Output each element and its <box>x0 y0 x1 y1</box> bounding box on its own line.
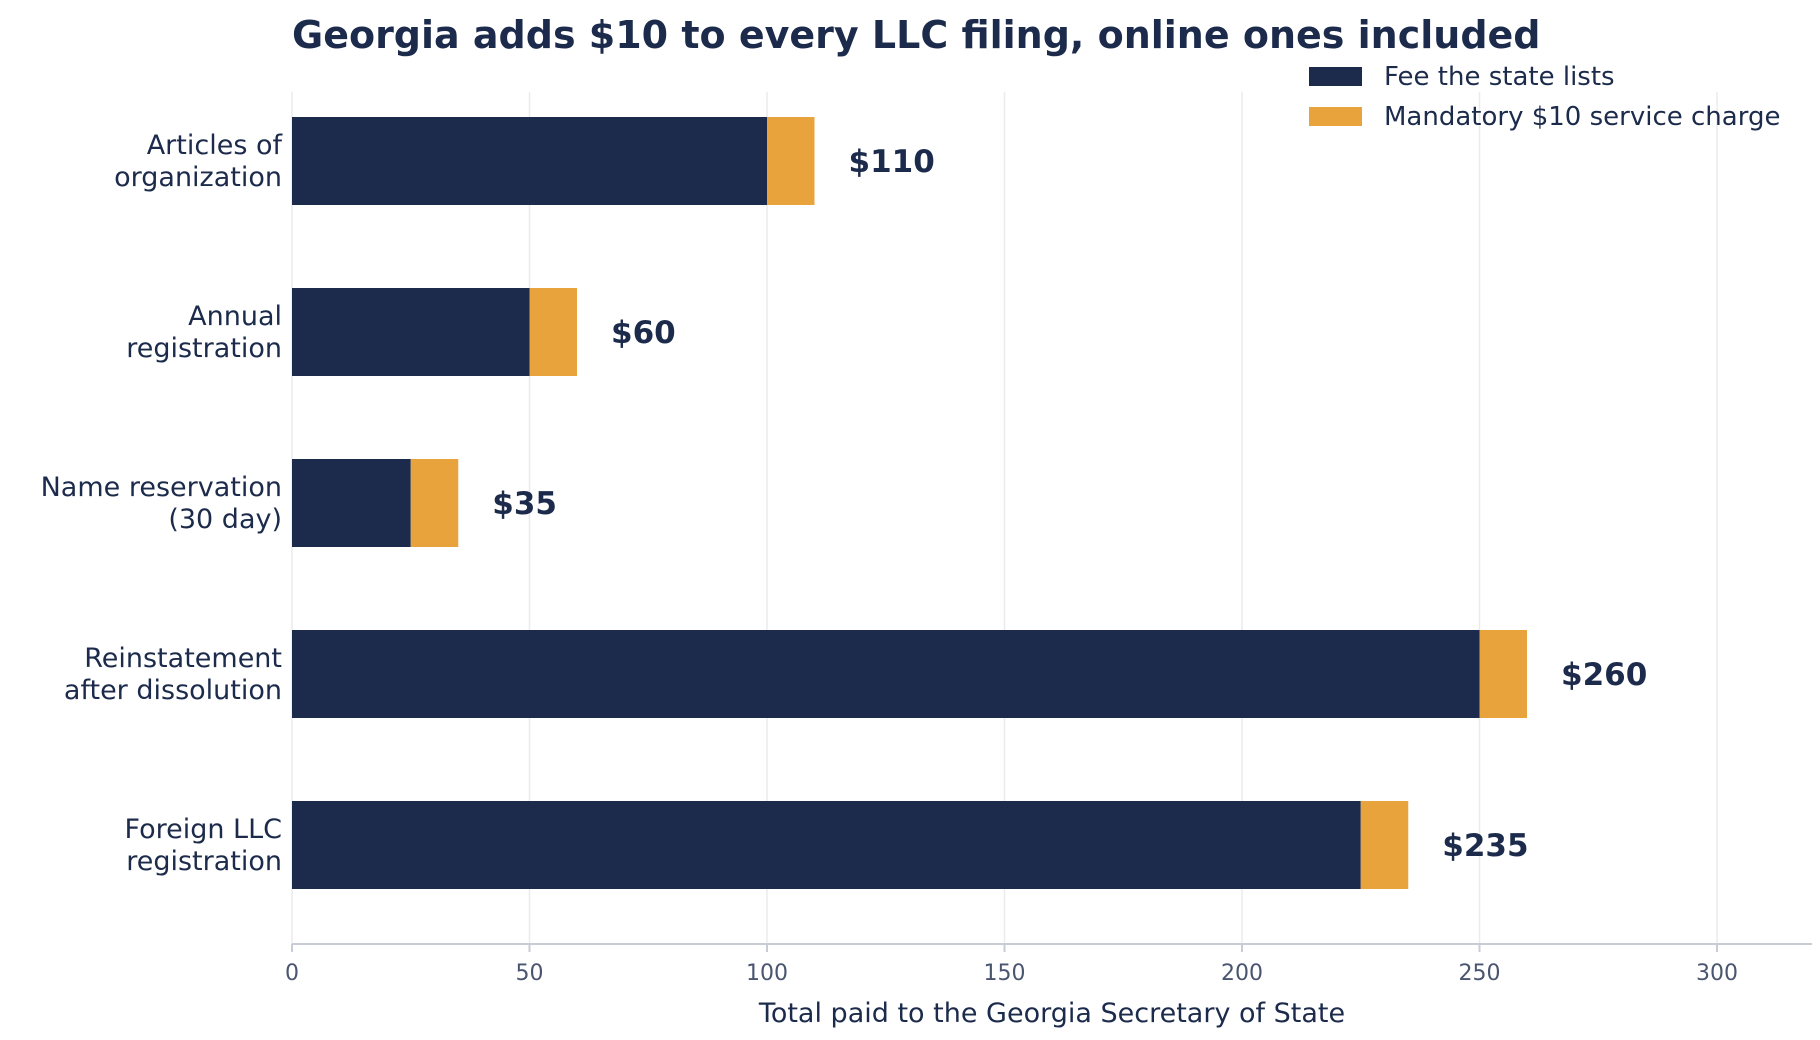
category-label-1-line-0: Annual <box>188 301 282 332</box>
category-label-3: Reinstatement after dissolution <box>64 643 282 706</box>
x-tick-label-1: 50 <box>516 961 544 986</box>
x-tick-label-4: 200 <box>1221 961 1263 986</box>
x-tick-label-3: 150 <box>984 961 1026 986</box>
category-label-4-line-1: registration <box>126 846 282 877</box>
x-tick-label-5: 250 <box>1459 961 1501 986</box>
bar-4-series-0 <box>292 801 1361 889</box>
category-label-1: Annual registration <box>126 301 282 364</box>
category-label-2-line-1: (30 day) <box>168 504 282 535</box>
legend-label-0: Fee the state lists <box>1384 62 1615 92</box>
chart-title: Georgia adds $10 to every LLC filing, on… <box>292 13 1541 57</box>
total-label-0: $110 <box>849 144 935 180</box>
category-label-0: Articles of organization <box>114 130 283 193</box>
bar-1-series-1 <box>529 288 577 376</box>
bars <box>292 117 1527 889</box>
total-label-4: $235 <box>1442 828 1528 864</box>
category-label-0-line-1: organization <box>114 162 282 193</box>
legend: Fee the state lists Mandatory $10 service… <box>1309 62 1780 132</box>
x-axis-ticks: 0 50 100 150 200 250 300 <box>285 944 1738 986</box>
legend-swatch-1 <box>1309 107 1362 126</box>
bar-0-series-1 <box>767 117 815 205</box>
category-label-0-line-0: Articles of <box>147 130 284 161</box>
bar-2-series-0 <box>292 459 411 547</box>
legend-label-1: Mandatory $10 service charge <box>1384 102 1780 132</box>
x-axis-title: Total paid to the Georgia Secretary of S… <box>758 998 1345 1029</box>
total-label-2: $35 <box>492 486 557 522</box>
bar-2-series-1 <box>410 459 459 547</box>
x-tick-label-0: 0 <box>285 961 299 986</box>
category-label-2-line-0: Name reservation <box>41 472 282 503</box>
category-label-3-line-0: Reinstatement <box>84 643 282 674</box>
category-label-2: Name reservation (30 day) <box>41 472 282 535</box>
x-tick-label-2: 100 <box>746 961 788 986</box>
grid-lines <box>291 92 1718 944</box>
total-label-1: $60 <box>611 315 676 351</box>
total-labels: $110 $60 $35 $260 $235 <box>492 144 1647 864</box>
bar-1-series-0 <box>292 288 530 376</box>
bar-3-series-0 <box>292 630 1480 718</box>
category-label-1-line-1: registration <box>126 333 282 364</box>
category-label-4-line-0: Foreign LLC <box>125 814 282 845</box>
total-label-3: $260 <box>1561 657 1647 693</box>
bar-3-series-1 <box>1479 630 1527 718</box>
category-label-4: Foreign LLC registration <box>125 814 282 877</box>
x-tick-label-6: 300 <box>1696 961 1738 986</box>
legend-swatch-0 <box>1309 67 1362 86</box>
category-label-3-line-1: after dissolution <box>64 675 282 706</box>
bar-0-series-0 <box>292 117 767 205</box>
bar-4-series-1 <box>1360 801 1409 889</box>
